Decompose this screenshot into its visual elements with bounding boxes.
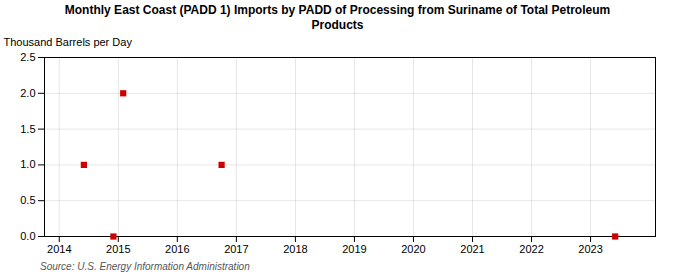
html-text:Monthly East Coast (PADD 1) Im: Monthly East Coast (PADD 1) Imports by P… xyxy=(64,3,611,32)
svg-text:Thousand Barrels per Day: Thousand Barrels per Day xyxy=(4,36,133,48)
svg-text:1.0: 1.0 xyxy=(20,158,35,170)
svg-text:2019: 2019 xyxy=(342,243,366,255)
svg-text:2022: 2022 xyxy=(519,243,543,255)
svg-text:1.5: 1.5 xyxy=(20,123,35,135)
html-text:Source: U.S. Energy Informatio: Source: U.S. Energy Information Administ… xyxy=(40,261,250,272)
svg-text:2017: 2017 xyxy=(224,243,248,255)
svg-text:2018: 2018 xyxy=(283,243,307,255)
svg-text:2020: 2020 xyxy=(401,243,425,255)
svg-text:2015: 2015 xyxy=(106,243,130,255)
svg-text:2.0: 2.0 xyxy=(20,87,35,99)
svg-text:2023: 2023 xyxy=(578,243,602,255)
svg-text:0.0: 0.0 xyxy=(20,230,35,242)
svg-text:2016: 2016 xyxy=(165,243,189,255)
svg-text:2.5: 2.5 xyxy=(20,51,35,63)
svg-text:2021: 2021 xyxy=(460,243,484,255)
svg-text:2014: 2014 xyxy=(47,243,71,255)
svg-text:0.5: 0.5 xyxy=(20,194,35,206)
